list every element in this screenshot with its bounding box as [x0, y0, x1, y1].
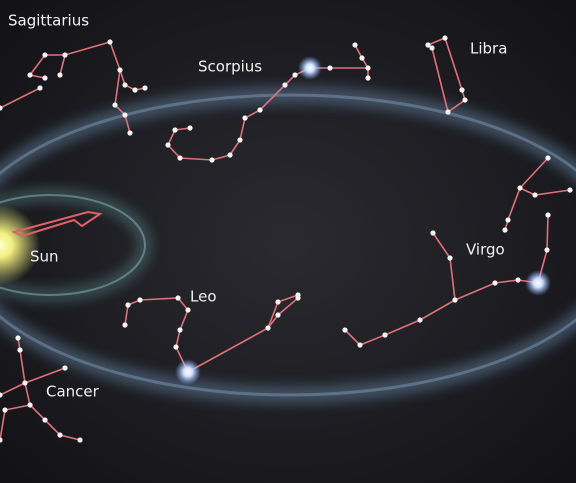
star	[505, 217, 510, 222]
star	[359, 55, 364, 60]
star	[417, 317, 422, 322]
label: Sun	[30, 248, 59, 266]
label: Virgo	[466, 241, 505, 259]
star	[62, 365, 67, 370]
star	[22, 380, 27, 385]
bright-star	[298, 56, 322, 80]
star	[62, 52, 67, 57]
label: Scorpius	[198, 58, 262, 76]
star	[282, 82, 287, 87]
star	[185, 307, 190, 312]
star	[545, 155, 550, 160]
star	[125, 302, 130, 307]
star	[42, 52, 47, 57]
star	[544, 247, 549, 252]
star	[429, 45, 434, 50]
bright-star	[525, 270, 551, 296]
star	[365, 75, 370, 80]
zodiac-diagram: Sagittarius Scorpius Libra Sun Virgo Leo…	[0, 0, 576, 483]
star	[532, 192, 537, 197]
star	[365, 65, 370, 70]
star	[502, 227, 507, 232]
star	[275, 312, 280, 317]
star	[545, 212, 550, 217]
star	[357, 342, 362, 347]
star	[57, 432, 62, 437]
star	[117, 67, 122, 72]
star	[112, 102, 117, 107]
bright-star	[175, 359, 201, 385]
star	[42, 417, 47, 422]
star	[567, 187, 572, 192]
star	[442, 35, 447, 40]
star	[292, 72, 297, 77]
star	[447, 255, 452, 260]
star	[459, 87, 464, 92]
star	[462, 97, 467, 102]
star	[122, 322, 127, 327]
star	[57, 72, 62, 77]
star	[295, 295, 300, 300]
star	[352, 42, 357, 47]
star	[107, 39, 112, 44]
star	[42, 75, 47, 80]
star	[127, 130, 132, 135]
star	[515, 277, 520, 282]
star	[177, 155, 182, 160]
star	[382, 332, 387, 337]
star	[122, 112, 127, 117]
star	[2, 407, 7, 412]
star	[137, 297, 142, 302]
star	[122, 82, 127, 87]
star	[227, 152, 232, 157]
star	[173, 344, 178, 349]
label: Libra	[470, 40, 507, 58]
star	[517, 185, 522, 190]
star	[242, 115, 247, 120]
star	[342, 327, 347, 332]
star	[430, 230, 435, 235]
star	[445, 109, 450, 114]
label: Cancer	[46, 383, 100, 401]
star	[17, 347, 22, 352]
star	[257, 107, 262, 112]
star	[142, 85, 147, 90]
star	[77, 437, 82, 442]
star	[237, 137, 242, 142]
label: Leo	[190, 288, 217, 306]
star	[327, 65, 332, 70]
star	[492, 280, 497, 285]
star	[265, 325, 270, 330]
star	[175, 295, 180, 300]
star	[165, 142, 170, 147]
star	[275, 299, 280, 304]
star	[15, 335, 20, 340]
star	[452, 297, 457, 302]
star	[187, 125, 192, 130]
star	[27, 402, 32, 407]
star	[37, 85, 42, 90]
page: Sagittarius Scorpius Libra Sun Virgo Leo…	[0, 0, 576, 483]
star	[27, 72, 32, 77]
label: Sagittarius	[8, 12, 89, 30]
star	[177, 327, 182, 332]
star	[209, 157, 214, 162]
star	[172, 127, 177, 132]
star	[132, 87, 137, 92]
